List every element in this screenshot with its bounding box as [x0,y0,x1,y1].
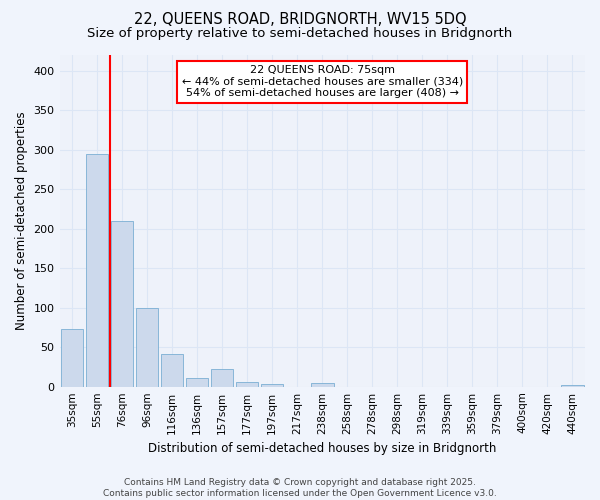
Bar [211,370,233,386]
Text: 22 QUEENS ROAD: 75sqm
← 44% of semi-detached houses are smaller (334)
54% of sem: 22 QUEENS ROAD: 75sqm ← 44% of semi-deta… [182,65,463,98]
Y-axis label: Number of semi-detached properties: Number of semi-detached properties [15,112,28,330]
Bar [561,385,584,386]
Text: 22, QUEENS ROAD, BRIDGNORTH, WV15 5DQ: 22, QUEENS ROAD, BRIDGNORTH, WV15 5DQ [134,12,466,28]
Text: Contains HM Land Registry data © Crown copyright and database right 2025.
Contai: Contains HM Land Registry data © Crown c… [103,478,497,498]
X-axis label: Distribution of semi-detached houses by size in Bridgnorth: Distribution of semi-detached houses by … [148,442,496,455]
Bar [261,384,283,386]
Bar [111,221,133,386]
Bar [61,329,83,386]
Bar [86,154,109,386]
Bar [161,354,184,386]
Bar [311,382,334,386]
Bar [236,382,259,386]
Text: Size of property relative to semi-detached houses in Bridgnorth: Size of property relative to semi-detach… [88,28,512,40]
Bar [186,378,208,386]
Bar [136,308,158,386]
